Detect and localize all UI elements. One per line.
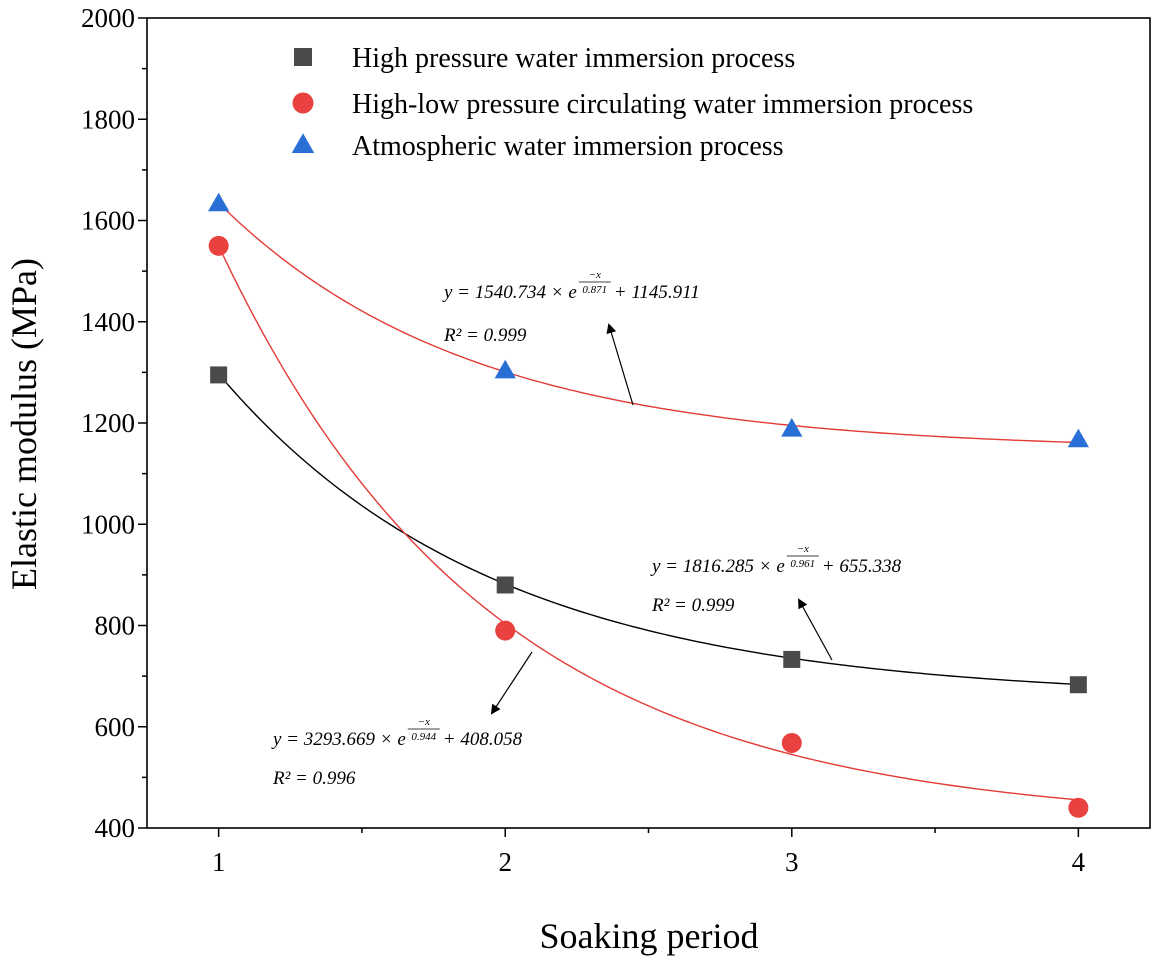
equation-series-1: y = 3293.669 × e −x 0.944 + 408.058 R² = 0.…: [271, 651, 533, 789]
equation-exponent-denominator: 0.961: [790, 558, 815, 570]
legend: High pressure water immersion process Hig…: [291, 43, 973, 162]
annotation-arrow: [798, 598, 833, 661]
x-tick-label: 3: [785, 847, 799, 877]
y-axis-title: Elastic modulus (MPa): [4, 258, 44, 590]
equation-text: y = 3293.669 × e: [271, 729, 406, 750]
equation-exponent-numerator: −x: [418, 716, 430, 728]
data-point-series-0: [210, 366, 228, 384]
legend-marker-2: [291, 133, 315, 153]
y-tick-label: 600: [95, 712, 136, 742]
equation-constant: + 1145.911: [614, 282, 700, 303]
y-tick-label: 1000: [81, 509, 135, 539]
y-tick-label: 1800: [81, 104, 135, 134]
equation-r2: R² = 0.996: [272, 768, 356, 789]
legend-marker-0: [294, 48, 312, 66]
fit-curves-layer: [218, 202, 1079, 801]
equation-constant: + 655.338: [822, 556, 902, 577]
legend-label-0: High pressure water immersion process: [352, 43, 795, 74]
y-tick-label: 1200: [81, 408, 135, 438]
data-point-series-2: [208, 192, 230, 212]
y-tick-label: 400: [95, 813, 136, 843]
equation-r2: R² = 0.999: [443, 325, 527, 346]
equation-exponent-denominator: 0.944: [411, 731, 436, 743]
y-tick-label: 1400: [81, 307, 135, 337]
equation-series-0: y = 1816.285 × e −x 0.961 + 655.338 R² = 0.…: [650, 543, 902, 661]
y-tick-label: 2000: [81, 3, 135, 33]
x-tick-label: 2: [498, 847, 512, 877]
y-tick-label: 1600: [81, 206, 135, 236]
equation-exponent-numerator: −x: [589, 269, 601, 281]
data-point-series-1: [495, 620, 516, 641]
legend-marker-1: [292, 92, 314, 114]
x-tick-label: 4: [1072, 847, 1086, 877]
equation-constant: + 408.058: [443, 729, 523, 750]
x-axis-title: Soaking period: [540, 916, 759, 956]
equation-exponent-denominator: 0.871: [582, 284, 607, 296]
data-point-series-0: [783, 650, 801, 668]
x-tick-label: 1: [212, 847, 226, 877]
data-point-series-2: [781, 418, 803, 437]
equation-annotations: y = 1816.285 × e −x 0.961 + 655.338 R² = 0.…: [271, 269, 902, 789]
data-point-series-0: [496, 576, 514, 594]
fit-curve-series-2: [218, 202, 1079, 444]
data-point-series-2: [494, 359, 516, 379]
data-point-series-2: [1067, 428, 1089, 448]
equation-r2: R² = 0.999: [651, 595, 735, 616]
equation-series-2: y = 1540.734 × e −x 0.871 + 1145.911 R² = 0…: [442, 269, 700, 406]
data-markers-layer: [208, 192, 1089, 818]
annotation-arrow: [606, 323, 634, 406]
fit-curve-series-0: [218, 373, 1079, 686]
annotation-arrow: [490, 651, 533, 715]
equation-text: y = 1816.285 × e: [650, 556, 785, 577]
data-point-series-1: [1068, 797, 1089, 818]
equation-exponent-numerator: −x: [797, 543, 809, 555]
data-point-series-1: [781, 732, 802, 753]
axes-layer: 400 600 800 1000 1200 1400 1600 1800 2000 1 2 3 4: [81, 3, 1151, 877]
legend-label-2: Atmospheric water immersion process: [352, 131, 784, 162]
y-tick-label: 800: [95, 611, 136, 641]
data-point-series-0: [1069, 676, 1087, 694]
data-point-series-1: [208, 235, 229, 256]
legend-label-1: High-low pressure circulating water imme…: [352, 89, 973, 120]
equation-text: y = 1540.734 × e: [442, 282, 577, 303]
fit-curve-series-1: [218, 245, 1079, 801]
